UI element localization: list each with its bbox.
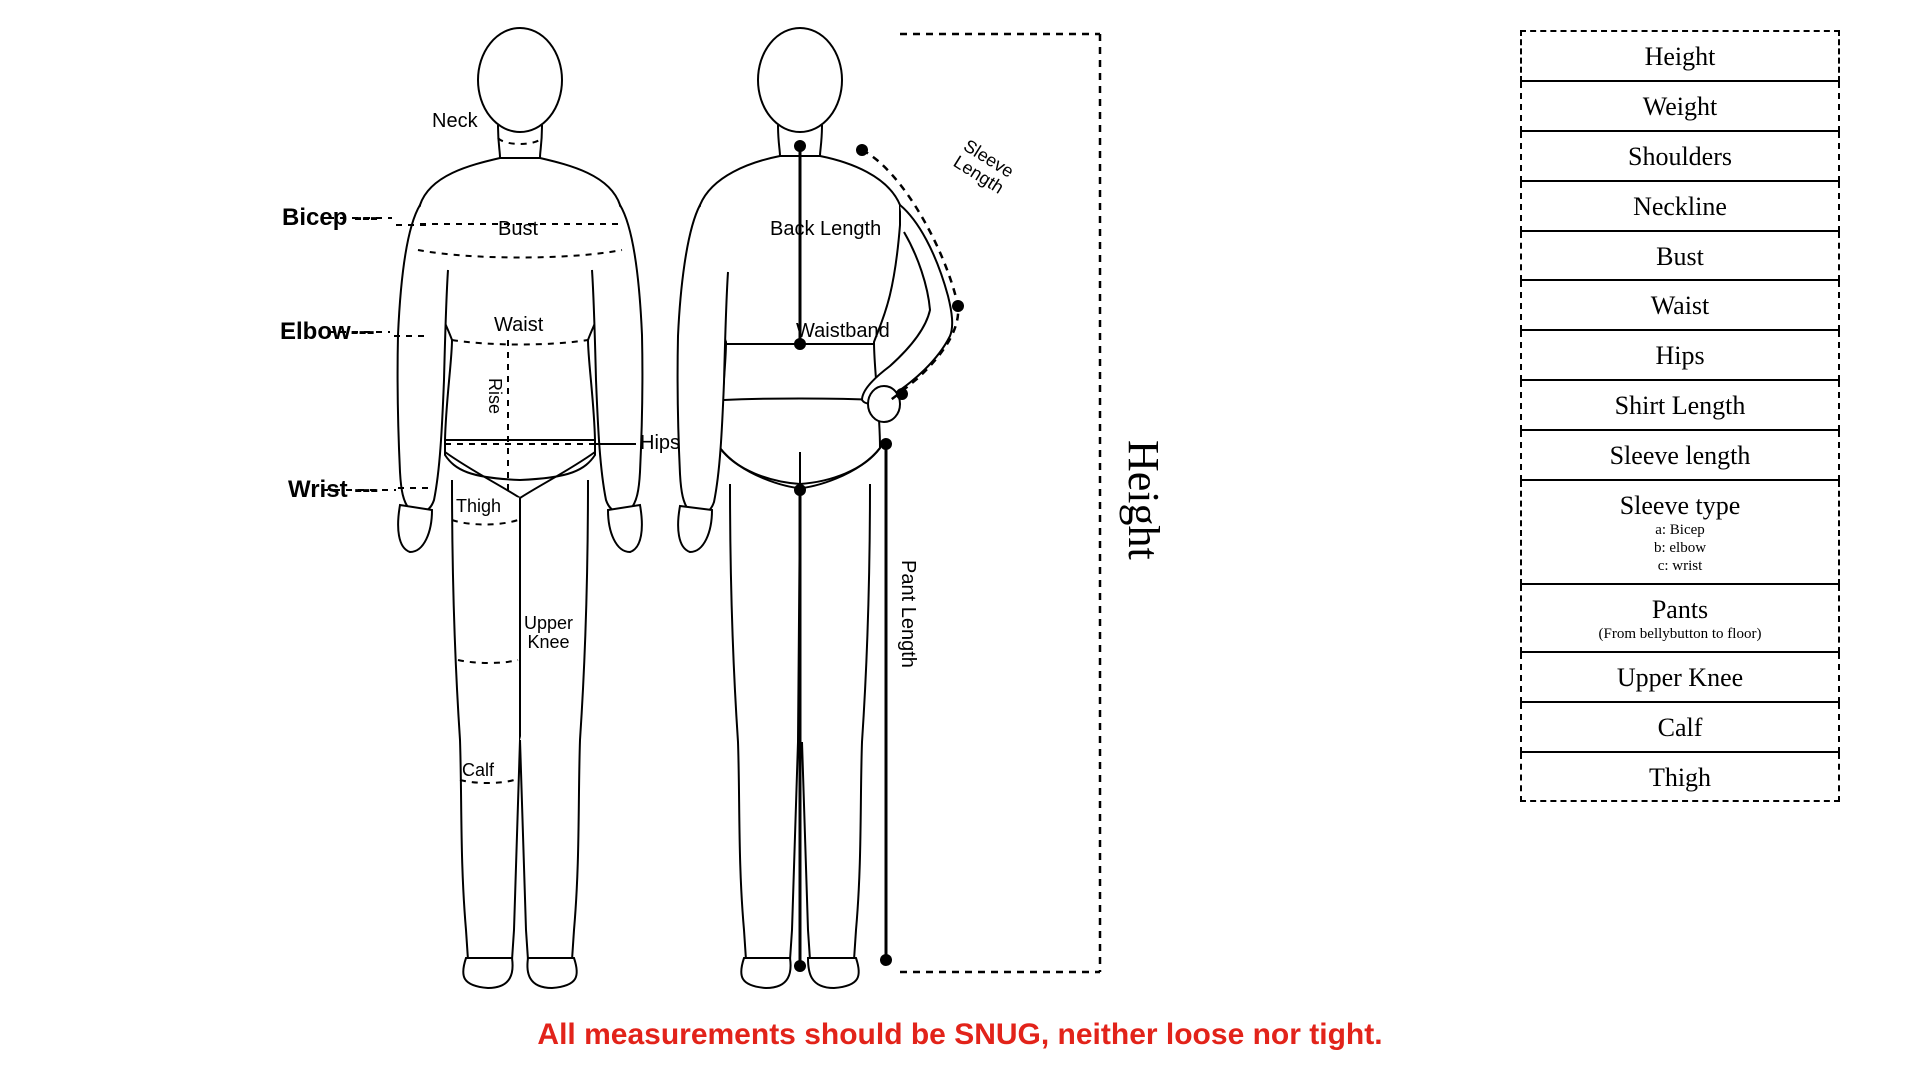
measure-row: Waist (1520, 281, 1840, 331)
label-upper-knee: UpperKnee (524, 614, 573, 652)
label-hips: Hips (640, 432, 680, 455)
measure-row: Upper Knee (1520, 653, 1840, 703)
footer-note: All measurements should be SNUG, neither… (0, 1018, 1920, 1052)
measure-row-title: Bust (1530, 242, 1830, 272)
measure-row-sub: a: Bicep (1530, 521, 1830, 539)
measure-row-sub: (From bellybutton to floor) (1530, 625, 1830, 643)
measure-row-title: Sleeve type (1530, 491, 1830, 521)
label-bust: Bust (498, 218, 538, 241)
label-pant-length: Pant Length (896, 560, 919, 668)
measure-row-title: Pants (1530, 595, 1830, 625)
measure-row: Weight (1520, 82, 1840, 132)
measure-row: Pants(From bellybutton to floor) (1520, 585, 1840, 653)
label-wrist: Wrist --- (288, 476, 378, 504)
label-elbow: Elbow--- (280, 318, 375, 346)
label-waistband: Waistband (796, 320, 890, 343)
measure-row: Shoulders (1520, 132, 1840, 182)
measure-row: Thigh (1520, 753, 1840, 803)
measure-row-title: Height (1530, 42, 1830, 72)
label-rise: Rise (484, 378, 505, 414)
measure-row-title: Waist (1530, 291, 1830, 321)
label-thigh: Thigh (456, 496, 501, 517)
measure-row: Hips (1520, 331, 1840, 381)
measurement-diagram: .ol { fill:#ffffff; stroke:#000000; stro… (0, 0, 1920, 1080)
measure-row-title: Shoulders (1530, 142, 1830, 172)
measure-row: Sleeve length (1520, 431, 1840, 481)
measure-row: Calf (1520, 703, 1840, 753)
label-bicep: Bicep --- (282, 204, 378, 232)
measure-row-sub: c: wrist (1530, 557, 1830, 575)
measure-row-title: Thigh (1530, 763, 1830, 793)
measure-row: Sleeve typea: Bicepb: elbowc: wrist (1520, 481, 1840, 585)
label-waist: Waist (494, 314, 543, 337)
label-height: Height (1118, 440, 1169, 560)
label-calf: Calf (462, 760, 494, 781)
measure-row-title: Weight (1530, 92, 1830, 122)
measure-row: Bust (1520, 232, 1840, 282)
measure-row: Height (1520, 30, 1840, 82)
measure-row: Neckline (1520, 182, 1840, 232)
measure-row-title: Upper Knee (1530, 663, 1830, 693)
label-back-length: Back Length (770, 218, 881, 241)
measure-row-title: Calf (1530, 713, 1830, 743)
measure-row: Shirt Length (1520, 381, 1840, 431)
measure-row-title: Hips (1530, 341, 1830, 371)
measure-row-sub: b: elbow (1530, 539, 1830, 557)
measurement-list: Height Weight Shoulders Neckline Bust Waist Hi… (1520, 30, 1840, 802)
measure-row-title: Neckline (1530, 192, 1830, 222)
label-neck: Neck (432, 110, 478, 133)
measure-row-title: Sleeve length (1530, 441, 1830, 471)
measure-row-title: Shirt Length (1530, 391, 1830, 421)
